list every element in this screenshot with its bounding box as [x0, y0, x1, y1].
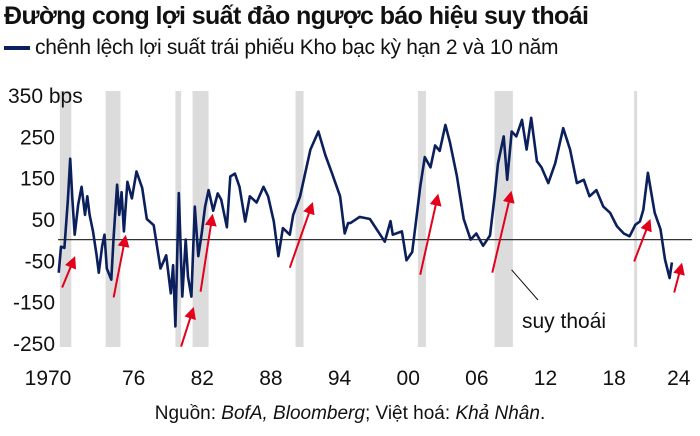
annotation-recession-label: suy thoái	[522, 310, 606, 333]
x-tick-label: 82	[191, 367, 214, 390]
recession-band	[417, 91, 426, 347]
recession-band	[494, 91, 513, 347]
x-tick-label: 1970	[25, 367, 72, 390]
x-tick-label: 18	[602, 367, 625, 390]
recession-band	[105, 91, 121, 347]
red-arrow	[673, 262, 685, 293]
red-arrow	[419, 193, 442, 275]
spread-line	[57, 116, 674, 328]
red-arrow	[288, 202, 315, 269]
recession-band	[192, 91, 209, 347]
red-arrow	[112, 234, 130, 298]
y-tick-label: 250	[20, 126, 55, 149]
source-prefix: Nguồn:	[154, 403, 222, 424]
y-tick-label: -250	[13, 333, 55, 356]
red-arrow	[61, 256, 77, 288]
x-tick-label: 94	[328, 367, 352, 390]
red-arrow	[199, 213, 217, 292]
legend: chênh lệch lợi suất trái phiếu Kho bạc k…	[4, 36, 558, 60]
y-tick-label: -50	[25, 250, 55, 273]
red-arrow	[180, 306, 196, 347]
x-tick-label: 06	[465, 367, 488, 390]
x-tick-label: 88	[259, 367, 282, 390]
source-names: BofA, Bloomberg	[221, 403, 365, 424]
red-arrow	[491, 190, 515, 273]
y-tick-label: 150	[20, 168, 55, 191]
source-suffix: .	[539, 403, 546, 424]
y-tick-label: 350 bps	[8, 85, 83, 108]
translator-name: Khả Nhân	[455, 403, 540, 424]
legend-line-swatch	[4, 46, 30, 50]
y-tick-label: -150	[13, 292, 55, 315]
recession-band	[295, 91, 304, 347]
x-tick-label: 24	[667, 367, 691, 390]
source-note: Nguồn: BofA, Bloomberg; Việt hoá: Khả Nh…	[0, 403, 700, 425]
x-tick-label: 00	[397, 367, 420, 390]
legend-label: chênh lệch lợi suất trái phiếu Kho bạc k…	[35, 36, 559, 59]
annotation-leader-line	[511, 269, 539, 301]
red-arrow	[633, 218, 652, 262]
source-mid: ; Việt hoá:	[364, 403, 456, 424]
x-tick-label: 12	[534, 367, 557, 390]
chart-title: Đường cong lợi suất đảo ngược báo hiệu s…	[4, 2, 589, 30]
recession-band	[634, 91, 638, 347]
x-tick-label: 76	[122, 367, 145, 390]
y-tick-label: 50	[32, 209, 55, 232]
